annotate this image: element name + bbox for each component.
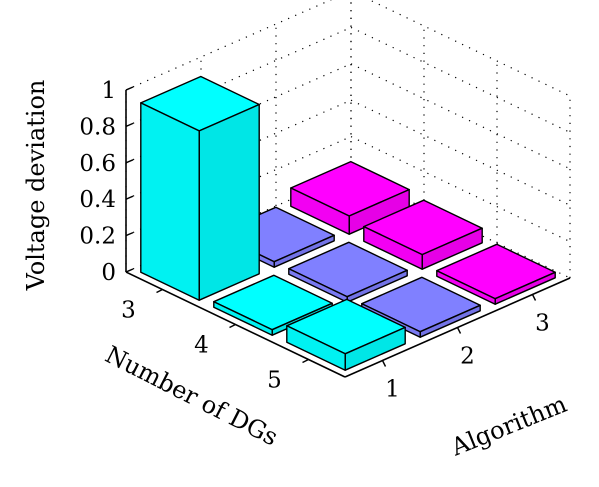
x-tick-label: 5 xyxy=(267,368,282,394)
bar xyxy=(436,243,556,305)
z-axis-title: Voltage deviation xyxy=(22,80,50,292)
z-tick-label: 0.6 xyxy=(79,151,116,177)
z-tick xyxy=(125,122,134,128)
y-tick-label: 2 xyxy=(460,344,475,370)
bar-side-left xyxy=(140,102,200,301)
z-tick xyxy=(125,231,134,237)
x-tick-label: 4 xyxy=(194,333,209,359)
x-tick xyxy=(302,358,309,364)
y-tick-label: 3 xyxy=(535,311,550,337)
z-tick-label: 1 xyxy=(101,78,116,104)
bar-layer xyxy=(140,75,556,371)
bar-side-left xyxy=(290,187,350,235)
grid-line-side-z xyxy=(350,63,571,170)
y-tick xyxy=(381,360,387,367)
bar xyxy=(286,298,406,371)
x-tick xyxy=(156,288,163,294)
y-tick xyxy=(531,294,537,301)
bar-side-left xyxy=(363,225,423,270)
grid-line-back-z xyxy=(125,0,333,91)
axis-layer xyxy=(125,86,571,378)
bar-side-front xyxy=(198,103,260,301)
bar-side-left xyxy=(286,325,346,371)
bar-side-left xyxy=(436,270,496,305)
y-tick-label: 1 xyxy=(385,377,400,403)
bar xyxy=(363,199,483,270)
bar-side-left xyxy=(288,268,348,303)
z-tick xyxy=(125,86,134,91)
z-tick xyxy=(125,159,134,164)
z-tick-label: 0.2 xyxy=(79,224,116,250)
z-tick-label: 0 xyxy=(101,260,116,286)
bar xyxy=(140,75,260,301)
z-tick-label: 0.4 xyxy=(79,187,116,213)
z-tick xyxy=(125,195,134,200)
bar-side-left xyxy=(213,301,273,336)
y-tick xyxy=(456,327,462,334)
grid-line-side-z xyxy=(350,26,571,133)
z-tick xyxy=(125,268,134,273)
grid-line-side-z xyxy=(368,0,571,97)
z-tick-label: 0.8 xyxy=(79,114,116,140)
x-tick xyxy=(229,323,236,329)
x-tick-label: 3 xyxy=(121,298,136,324)
y-axis-title: Algorithm xyxy=(446,390,571,462)
bar xyxy=(288,241,408,303)
x-axis-title: Number of DGs xyxy=(101,340,283,451)
